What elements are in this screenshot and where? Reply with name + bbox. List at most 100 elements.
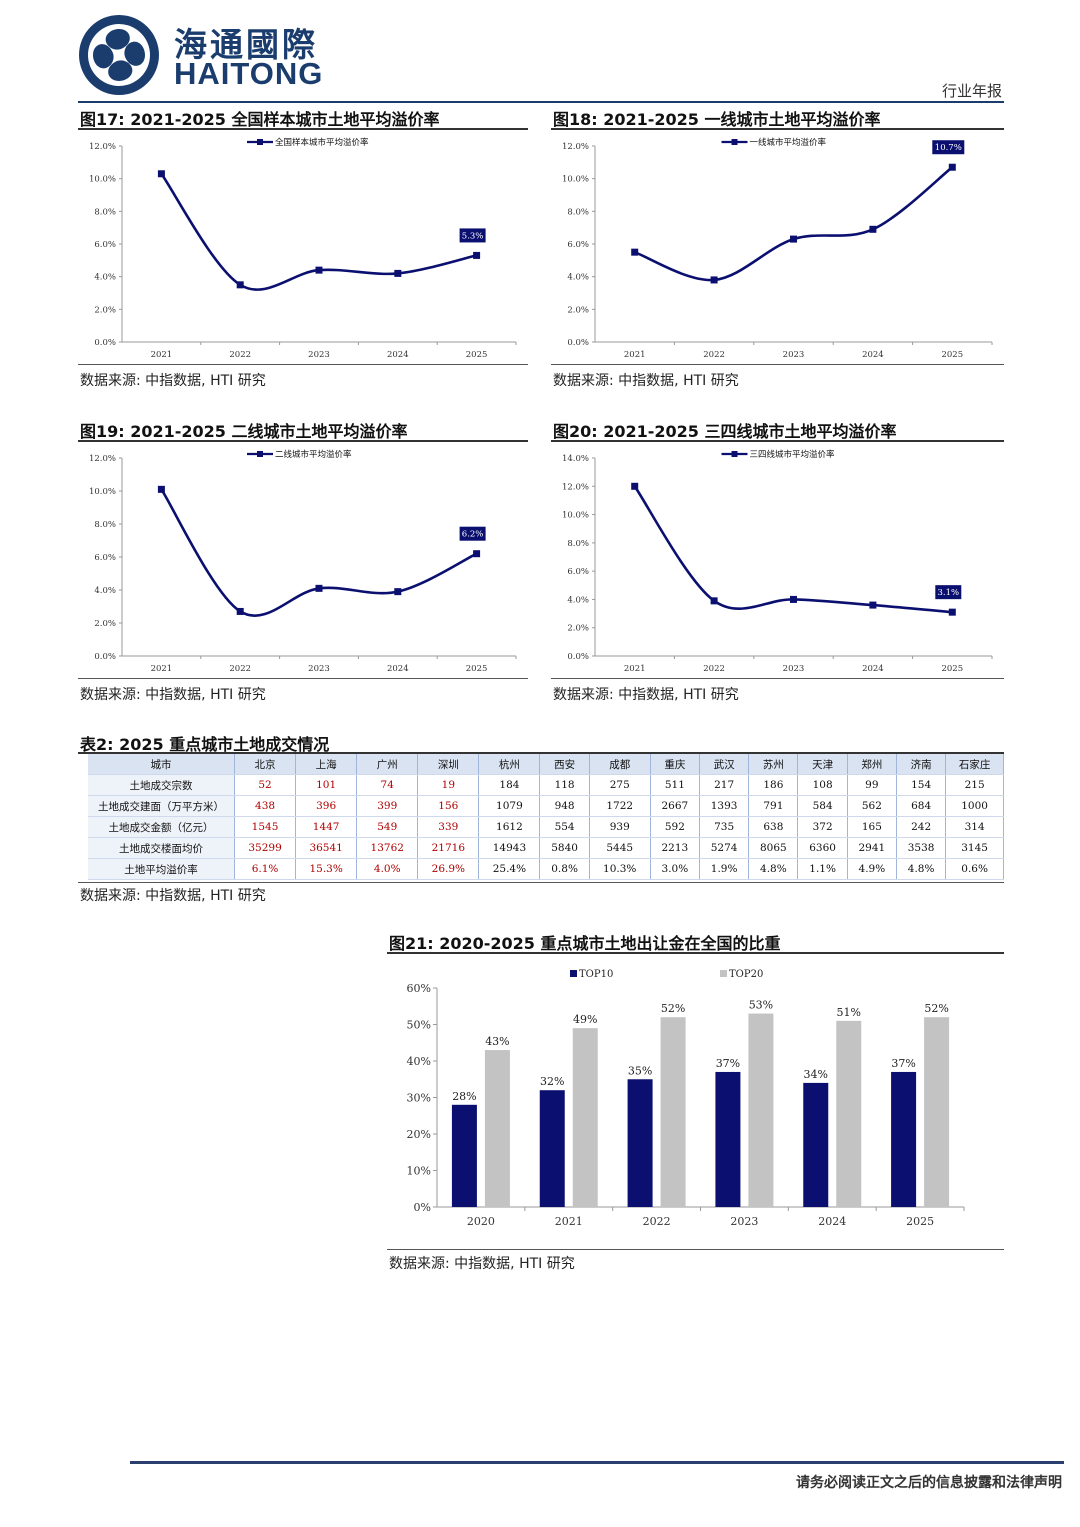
x-tick-label: 2021 (151, 350, 173, 360)
data-point-marker (948, 163, 956, 171)
y-tick-label: 12.0% (89, 142, 116, 152)
table-cell: 562 (847, 795, 897, 817)
figure-21-title: 图21: 2020-2025 重点城市土地出让金在全国的比重 (389, 934, 781, 953)
y-tick-label: 4.0% (567, 273, 589, 283)
legend-marker (731, 139, 738, 145)
figure-18-line-chart: 0.0% 2.0% 4.0% 6.0% 8.0% 10.0% 12.0% 2021 2022 20… (562, 137, 993, 360)
bar-top10 (539, 1090, 565, 1207)
legend-swatch (570, 970, 577, 977)
x-tick-label: 2022 (703, 350, 725, 360)
table-header-cell: 郑州 (847, 754, 897, 775)
table-cell: 275 (589, 774, 651, 796)
y-tick-label: 2.0% (94, 619, 116, 629)
y-tick-label: 12.0% (562, 482, 589, 492)
figure-21-source: 数据来源: 中指数据, HTI 研究 (389, 1256, 575, 1272)
land-transaction-table: 城市 北京 上海 广州 深圳 杭州 西安 成都 重庆 武汉 苏州 天津 郑州 济… (88, 754, 1004, 880)
x-tick-label: 2021 (151, 664, 173, 674)
table-cell: 108 (797, 774, 848, 796)
table-cell: 242 (896, 816, 947, 838)
figure-19-line-chart: 0.0% 2.0% 4.0% 6.0% 8.0% 10.0% 12.0% 2021 2022 20… (89, 449, 517, 674)
y-tick-label: 2.0% (94, 305, 116, 315)
data-point-marker (790, 595, 797, 603)
x-tick-label: 2021 (555, 1215, 583, 1228)
table-cell: 52 (234, 774, 297, 796)
value-annotation-label: 6.2% (462, 530, 484, 540)
figure-18-title: 图18: 2021-2025 一线城市土地平均溢价率 (553, 110, 881, 129)
x-tick-label: 2023 (783, 664, 805, 674)
figure-17-source-rule (78, 364, 528, 365)
bar-value-label: 53% (749, 999, 773, 1012)
bar-top20 (484, 1050, 510, 1207)
table-cell: 184 (478, 774, 541, 796)
table-cell: 101 (295, 774, 358, 796)
y-tick-label: 60% (407, 982, 431, 995)
table-cell: 3145 (945, 837, 1004, 859)
y-tick-label: 10% (407, 1165, 431, 1178)
x-tick-label: 2024 (387, 350, 409, 360)
x-tick-label: 2025 (941, 664, 963, 674)
x-tick-label: 2022 (229, 664, 251, 674)
haitong-logo-mark (79, 15, 159, 95)
x-tick-label: 2023 (783, 350, 805, 360)
table-cell: 1545 (234, 816, 297, 838)
table-cell: 5274 (699, 837, 750, 859)
table-cell: 4.8% (896, 858, 947, 880)
table-cell: 638 (748, 816, 799, 838)
series-line (634, 166, 954, 282)
legend-marker (731, 451, 738, 457)
table-cell: 372 (797, 816, 848, 838)
table-cell: 4.0% (356, 858, 419, 880)
table-2-source-rule (78, 882, 1004, 883)
table-2-rule (78, 752, 1004, 754)
table-cell: 6360 (797, 837, 848, 859)
bar-value-label: 51% (837, 1006, 861, 1019)
data-point-marker (315, 266, 323, 274)
logo-english-name: HAITONG (174, 56, 324, 91)
bar-top20 (572, 1028, 598, 1207)
value-annotation-label: 5.3% (462, 231, 484, 241)
legend-label: 全国样本城市平均溢价率 (275, 137, 369, 148)
table-row: 土地成交建面（万平方米） 438 396 399 156 1079 948 1722 2667 1… (88, 795, 1004, 817)
legend-swatch (720, 970, 727, 977)
figure-17-title: 图17: 2021-2025 全国样本城市土地平均溢价率 (80, 110, 440, 129)
figure-18-rule (551, 128, 1004, 130)
bar-value-label: 35% (628, 1064, 652, 1077)
legend-marker (257, 451, 263, 457)
y-tick-label: 4.0% (94, 586, 116, 596)
bar-top20 (660, 1017, 686, 1207)
table-cell: 26.9% (417, 858, 480, 880)
x-tick-label: 2025 (941, 350, 963, 360)
footer-disclaimer: 请务必阅读正文之后的信息披露和法律声明 (796, 1475, 1062, 1491)
data-point-marker (631, 248, 639, 256)
bar-top10 (891, 1071, 917, 1207)
table-row: 土地成交金额（亿元） 1545 1447 549 339 1612 554 939 592 735… (88, 816, 1004, 838)
table-cell: 74 (356, 774, 419, 796)
table-row-label: 土地成交建面（万平方米） (88, 795, 235, 817)
figure-19-rule (78, 440, 528, 442)
bar-value-label: 52% (924, 1002, 948, 1015)
table-cell: 3538 (896, 837, 947, 859)
x-tick-label: 2023 (308, 664, 330, 674)
bar-top20 (924, 1017, 950, 1207)
table-cell: 438 (234, 795, 297, 817)
bar-top10 (715, 1071, 741, 1207)
figure-21-bar-chart: 0% 10% 20% 30% 40% 50% 60% 2020 28% 43% 2021 32% 49%… (407, 969, 965, 1228)
y-tick-label: 40% (407, 1055, 431, 1068)
table-cell: 1000 (945, 795, 1004, 817)
y-tick-label: 0.0% (94, 652, 116, 662)
x-tick-label: 2023 (730, 1215, 758, 1228)
x-tick-label: 2022 (229, 350, 251, 360)
table-header-cell: 济南 (896, 754, 947, 775)
bar-value-label: 52% (661, 1002, 685, 1015)
figure-20-rule (551, 440, 1004, 442)
x-tick-label: 2025 (906, 1215, 934, 1228)
data-point-marker (710, 276, 718, 284)
table-2-title: 表2: 2025 重点城市土地成交情况 (80, 735, 330, 754)
y-tick-label: 14.0% (562, 454, 589, 464)
table-cell: 2667 (650, 795, 700, 817)
data-point-marker (236, 281, 244, 289)
table-header-cell: 成都 (589, 754, 651, 775)
figure-17-line-chart: 0.0% 2.0% 4.0% 6.0% 8.0% 10.0% 12.0% 2021 2022 20… (89, 137, 517, 360)
bar-value-label: 32% (540, 1075, 564, 1088)
table-header-cell: 广州 (356, 754, 419, 775)
